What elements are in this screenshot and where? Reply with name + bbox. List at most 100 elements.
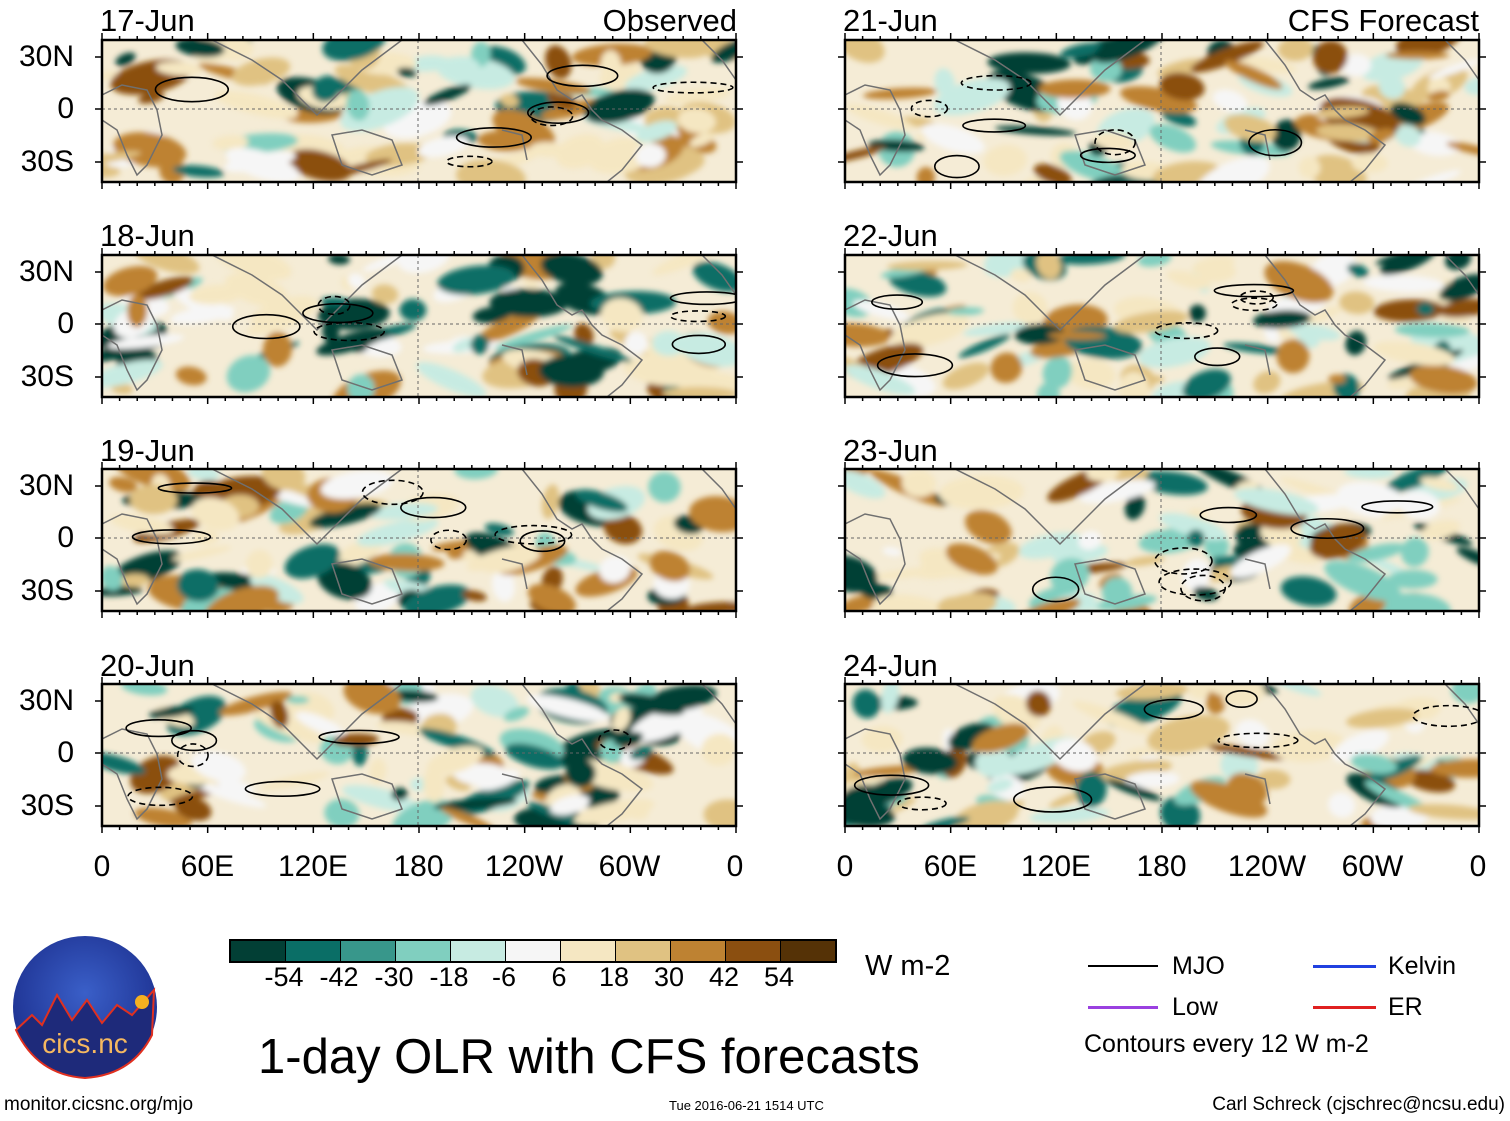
olr-anomaly-blob: [1384, 469, 1449, 494]
olr-anomaly-blob: [176, 569, 220, 602]
olr-anomaly-blob: [1111, 469, 1148, 486]
olr-anomaly-blob: [134, 807, 193, 826]
olr-anomaly-blob: [346, 89, 370, 121]
olr-anomaly-blob: [550, 728, 630, 768]
olr-anomaly-blob: [1205, 744, 1288, 760]
olr-anomaly-blob: [1314, 106, 1370, 119]
mjo-contour-positive: [671, 334, 727, 355]
olr-anomaly-blob: [132, 255, 200, 274]
footer-url[interactable]: monitor.cicsnc.org/mjo: [4, 1094, 194, 1115]
olr-anomaly-blob: [1086, 469, 1120, 482]
contour-note: Contours every 12 W m-2: [1084, 1030, 1369, 1058]
olr-anomaly-blob: [629, 746, 653, 760]
olr-anomaly-blob: [514, 807, 599, 826]
mjo-contour-negative: [317, 295, 351, 316]
legend-line-low: [1088, 1006, 1158, 1009]
olr-map: [95, 462, 743, 618]
olr-anomaly-blob: [1048, 792, 1083, 809]
mjo-contour-positive: [669, 291, 736, 306]
olr-anomaly-blob: [1270, 684, 1322, 697]
olr-anomaly-blob: [1160, 796, 1201, 826]
mjo-contour-negative: [669, 310, 727, 323]
olr-anomaly-blob: [1012, 291, 1048, 325]
olr-anomaly-blob: [1230, 544, 1292, 578]
olr-anomaly-blob: [1328, 374, 1346, 384]
olr-anomaly-blob: [103, 265, 158, 297]
olr-anomaly-blob: [489, 288, 568, 318]
mjo-contour-negative: [1180, 574, 1227, 602]
mjo-contour-positive: [1225, 690, 1258, 708]
mjo-contour-negative: [910, 99, 949, 118]
olr-anomaly-blob: [250, 296, 318, 330]
mjo-contour-positive: [1290, 517, 1365, 539]
olr-anomaly-blob: [983, 144, 1027, 177]
olr-anomaly-blob: [417, 135, 469, 158]
olr-anomaly-blob: [403, 584, 471, 611]
olr-anomaly-blob: [565, 758, 596, 788]
mjo-contour-negative: [529, 106, 574, 127]
mjo-contour-negative: [897, 796, 947, 811]
olr-anomaly-blob: [1188, 684, 1211, 699]
olr-anomaly-blob: [172, 165, 225, 178]
mjo-contour-positive: [871, 294, 924, 310]
mjo-contour-positive: [1199, 506, 1258, 524]
olr-anomaly-blob: [484, 523, 514, 537]
lon-label: 120W: [484, 850, 564, 883]
panel-date-4: 20-Jun: [100, 648, 195, 683]
olr-anomaly-blob: [187, 469, 220, 481]
olr-anomaly-blob: [191, 750, 246, 782]
olr-anomaly-blob: [416, 362, 487, 397]
lon-label: 60E: [923, 850, 978, 883]
lat-label: 0: [57, 521, 74, 554]
olr-anomaly-blob: [1199, 263, 1236, 283]
olr-anomaly-blob: [219, 691, 293, 716]
olr-anomaly-blob: [526, 694, 609, 722]
lat-label: 30S: [20, 145, 74, 178]
olr-anomaly-blob: [644, 40, 708, 59]
olr-anomaly-blob: [397, 67, 417, 77]
axis-ticks: [95, 677, 743, 833]
olr-anomaly-blob: [942, 362, 990, 390]
olr-anomaly-blob: [1272, 730, 1347, 763]
olr-anomaly-blob: [1373, 341, 1455, 366]
colorbar-tick-label: 6: [551, 962, 567, 992]
lat-label: 30N: [18, 469, 74, 502]
olr-anomaly-blob: [853, 765, 924, 777]
olr-anomaly-blob: [1079, 479, 1156, 504]
lat-label: 30S: [20, 360, 74, 393]
olr-anomaly-blob: [130, 755, 181, 794]
olr-anomaly-blob: [601, 298, 643, 332]
mjo-contour-positive: [157, 482, 233, 494]
olr-anomaly-blob: [1427, 90, 1450, 102]
colorbar-swatch: [506, 941, 561, 961]
olr-anomaly-blob: [311, 75, 342, 103]
olr-anomaly-blob: [1042, 356, 1073, 389]
olr-anomaly-blob: [175, 40, 225, 58]
olr-anomaly-blob: [703, 799, 736, 826]
olr-anomaly-blob: [440, 807, 494, 826]
olr-anomaly-blob: [845, 470, 886, 499]
olr-anomaly-blob: [550, 794, 590, 815]
olr-anomaly-blob: [452, 337, 477, 353]
olr-anomaly-blob: [214, 255, 292, 280]
mjo-contour-positive: [962, 118, 1027, 133]
axis-ticks: [95, 248, 743, 404]
olr-anomaly-blob: [433, 797, 518, 811]
map-panel-22-jun: [838, 248, 1486, 404]
olr-anomaly-blob: [1159, 513, 1227, 541]
footer-timestamp: Tue 2016-06-21 1514 UTC: [669, 1098, 824, 1113]
olr-anomaly-blob: [600, 739, 623, 764]
mjo-contour-positive: [125, 719, 192, 738]
olr-anomaly-blob: [217, 779, 255, 795]
olr-anomaly-blob: [1378, 74, 1406, 100]
olr-anomaly-blob: [522, 278, 539, 289]
olr-anomaly-blob: [148, 706, 194, 719]
olr-anomaly-blob: [1350, 753, 1398, 774]
olr-anomaly-blob: [540, 255, 603, 286]
olr-map: [838, 33, 1486, 189]
lon-label: 180: [393, 850, 444, 883]
mjo-contour-positive: [244, 780, 321, 797]
olr-anomaly-blob: [707, 311, 736, 335]
lon-label: 0: [93, 850, 111, 883]
olr-anomaly-blob: [677, 332, 736, 367]
